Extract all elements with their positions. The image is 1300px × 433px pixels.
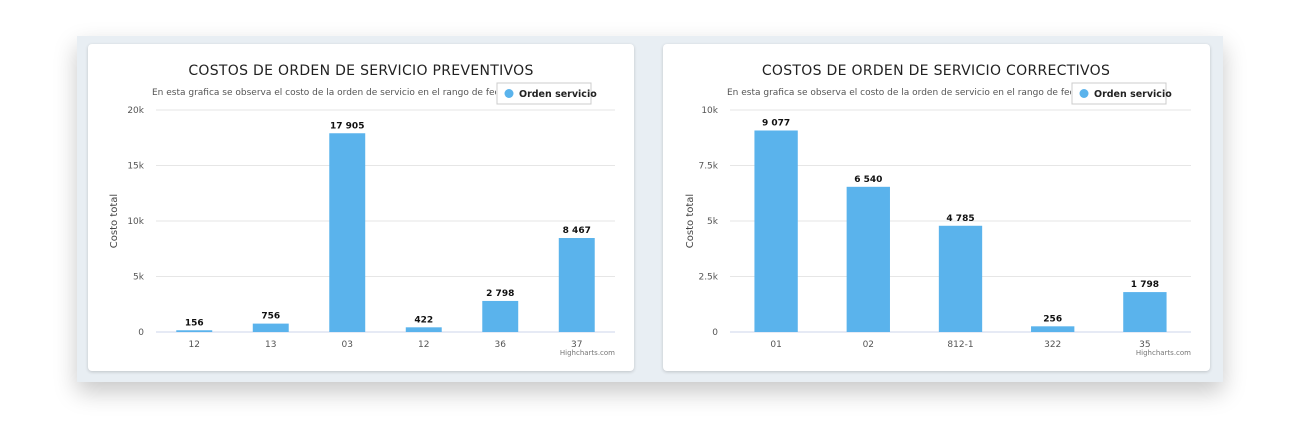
data-label: 4 785	[946, 214, 974, 224]
x-tick-label: 37	[571, 340, 582, 350]
bar[interactable]	[176, 330, 213, 332]
legend-marker	[504, 89, 514, 98]
bar[interactable]	[329, 133, 366, 332]
data-label: 422	[414, 315, 433, 325]
legend-marker	[1079, 89, 1089, 98]
preventive-costs-chart: COSTOS DE ORDEN DE SERVICIO PREVENTIVOS E…	[109, 63, 615, 357]
chart-title: COSTOS DE ORDEN DE SERVICIO CORRECTIVOS	[762, 63, 1110, 79]
x-tick-label: 12	[418, 340, 429, 350]
highcharts-credit[interactable]: Highcharts.com	[1136, 349, 1191, 357]
y-tick-label: 7.5k	[698, 162, 718, 172]
bar[interactable]	[1031, 326, 1075, 332]
y-tick-label: 0	[138, 328, 144, 338]
y-tick-label: 10k	[701, 106, 718, 116]
y-tick-label: 5k	[707, 217, 719, 227]
bar[interactable]	[558, 238, 595, 332]
bar[interactable]	[754, 130, 798, 332]
y-tick-label: 5k	[133, 273, 145, 283]
highcharts-credit[interactable]: Highcharts.com	[560, 349, 615, 357]
x-tick-label: 36	[495, 340, 507, 350]
bar[interactable]	[252, 323, 289, 332]
data-label: 8 467	[563, 226, 591, 236]
bar[interactable]	[482, 300, 519, 332]
legend-box[interactable]	[1071, 82, 1167, 105]
legend-label[interactable]: Orden servicio	[519, 89, 597, 100]
y-tick-label: 0	[712, 328, 718, 338]
legend-label[interactable]: Orden servicio	[1094, 89, 1172, 100]
corrective-costs-chart: COSTOS DE ORDEN DE SERVICIO CORRECTIVOS E…	[685, 63, 1191, 357]
x-tick-label: 812-1	[947, 340, 973, 350]
preventive-costs-chart-card: COSTOS DE ORDEN DE SERVICIO PREVENTIVOS E…	[88, 44, 634, 371]
legend[interactable]: Orden servicio	[1071, 82, 1172, 105]
data-label: 17 905	[330, 121, 364, 131]
data-label: 6 540	[854, 175, 882, 185]
chart-subtitle: En esta grafica se observa el costo de l…	[727, 88, 1091, 98]
x-tick-label: 35	[1139, 340, 1150, 350]
data-label: 2 798	[486, 289, 514, 299]
data-label: 756	[261, 312, 280, 322]
bar[interactable]	[1123, 292, 1167, 332]
chart-title: COSTOS DE ORDEN DE SERVICIO PREVENTIVOS	[188, 63, 533, 79]
chart-subtitle: En esta grafica se observa el costo de l…	[152, 88, 516, 98]
data-label: 1 798	[1131, 280, 1159, 290]
corrective-costs-chart-card: COSTOS DE ORDEN DE SERVICIO CORRECTIVOS E…	[663, 44, 1210, 371]
legend-box[interactable]	[496, 82, 592, 105]
data-label: 256	[1043, 314, 1062, 324]
y-tick-label: 15k	[127, 162, 144, 172]
y-tick-label: 2.5k	[698, 273, 718, 283]
bar[interactable]	[405, 327, 442, 332]
y-axis-title: Costo total	[685, 194, 696, 248]
data-label: 156	[185, 318, 204, 328]
x-tick-label: 12	[189, 340, 200, 350]
x-tick-label: 322	[1044, 340, 1061, 350]
x-tick-label: 01	[770, 340, 781, 350]
bar[interactable]	[938, 225, 983, 332]
y-tick-label: 20k	[127, 106, 144, 116]
x-tick-label: 02	[863, 340, 874, 350]
y-axis-title: Costo total	[109, 194, 120, 248]
data-label: 9 077	[762, 118, 790, 128]
y-tick-label: 10k	[127, 217, 144, 227]
x-tick-label: 03	[342, 340, 353, 350]
x-tick-label: 13	[265, 340, 276, 350]
bar[interactable]	[846, 186, 890, 332]
legend[interactable]: Orden servicio	[496, 82, 597, 105]
